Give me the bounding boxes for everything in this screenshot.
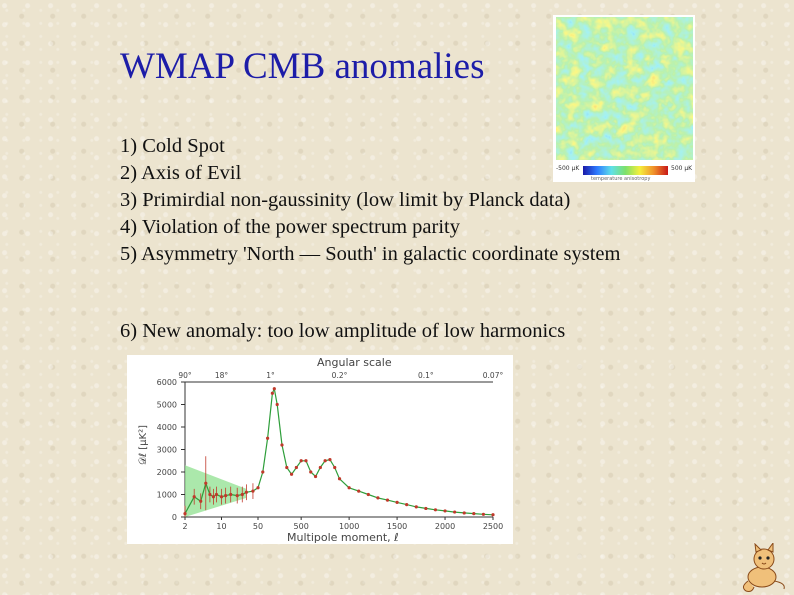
data-point [275, 402, 279, 407]
data-point [219, 495, 224, 499]
anomaly-list: 1) Cold Spot 2) Axis of Evil 3) Primirdi… [120, 133, 620, 268]
slide-title: WMAP CMB anomalies [120, 46, 485, 87]
data-point [183, 512, 187, 516]
x-tick-label: 10 [216, 522, 226, 531]
x-tick-label: 1000 [339, 522, 359, 531]
data-point [414, 505, 418, 509]
x-tick-label: 2 [182, 522, 187, 531]
data-point [443, 509, 447, 513]
data-point [265, 436, 270, 440]
data-point [304, 459, 308, 463]
y-tick-label: 5000 [157, 401, 177, 410]
top-tick-label: 90° [178, 371, 192, 380]
top-tick-label: 18° [215, 371, 229, 380]
data-point [433, 508, 438, 512]
data-point [462, 511, 466, 515]
data-point [333, 465, 337, 470]
data-point [270, 391, 274, 395]
data-point [208, 492, 212, 497]
list-item: 1) Cold Spot [120, 135, 225, 157]
data-point [256, 486, 260, 490]
data-point [347, 486, 351, 490]
data-point [289, 472, 294, 476]
power-spectrum-svg: Angular scale Multipole moment, ℓ 𝒟ℓ [μK… [138, 356, 504, 544]
x-tick-label: 2000 [435, 522, 455, 531]
x-tick-label: 2500 [483, 522, 503, 531]
top-axis: 90° 18° 1° 0.2° 0.1° 0.07° [178, 371, 504, 383]
colorbar-caption: temperature anisotropy [591, 176, 651, 182]
data-point [199, 499, 203, 503]
y-tick-label: 1000 [157, 491, 177, 500]
data-point [405, 503, 409, 507]
scale-min-label: -500 μK [556, 165, 580, 172]
top-tick-label: 0.1° [418, 371, 434, 380]
data-point [395, 500, 399, 504]
data-point [299, 459, 303, 463]
data-point [385, 498, 390, 502]
data-point [313, 474, 318, 479]
data-point [272, 387, 276, 391]
colorbar [583, 166, 668, 175]
top-tick-label: 0.2° [332, 371, 348, 380]
y-axis-label: 𝒟ℓ [μK²] [138, 425, 149, 465]
data-point [376, 496, 380, 500]
y-tick-label: 2000 [157, 468, 177, 477]
cmb-map-image: -500 μK 500 μK temperature anisotropy [553, 15, 695, 182]
data-point [251, 489, 255, 493]
x-tick-label: 50 [253, 522, 263, 531]
data-point [244, 490, 249, 494]
x-tick-label: 500 [294, 522, 309, 531]
data-point [481, 512, 486, 516]
data-point [192, 495, 196, 499]
top-tick-label: 0.07° [483, 371, 504, 380]
y-tick-label: 0 [172, 513, 177, 522]
data-point [294, 465, 298, 470]
cat-logo [742, 543, 785, 592]
data-point [240, 492, 244, 497]
data-point [261, 470, 265, 474]
data-point [211, 495, 216, 499]
x-axis-label: Multipole moment, ℓ [287, 531, 399, 544]
cmb-map-texture [556, 17, 693, 160]
scale-max-label: 500 μK [671, 165, 693, 172]
data-point [366, 492, 370, 497]
y-axis: 0 1000 2000 3000 4000 5000 6000 [157, 378, 186, 522]
data-point [472, 512, 476, 516]
x-tick-label: 1500 [387, 522, 407, 531]
data-point [285, 465, 289, 470]
data-point [328, 458, 332, 462]
data-point [357, 489, 361, 493]
data-point [453, 510, 457, 514]
data-point [309, 470, 313, 474]
data-point [224, 494, 228, 498]
list-item: 4) Violation of the power spectrum parit… [120, 216, 460, 238]
new-anomaly-text: 6) New anomaly: too low amplitude of low… [120, 320, 566, 342]
chart-title: Angular scale [317, 356, 392, 369]
list-item: 3) Primirdial non-gaussinity (low limit … [120, 189, 571, 211]
top-tick-label: 1° [266, 371, 275, 380]
list-item: 5) Asymmetry 'North — South' in galactic… [120, 243, 621, 265]
y-tick-label: 4000 [157, 423, 177, 432]
data-point [323, 459, 327, 463]
data-point [280, 443, 284, 447]
x-axis: 2 10 50 500 1000 1500 2000 2500 [182, 516, 503, 531]
y-tick-label: 3000 [157, 446, 177, 455]
data-point [491, 513, 495, 517]
data-point [337, 477, 342, 481]
data-points [183, 387, 495, 517]
data-point [204, 481, 208, 485]
list-item: 2) Axis of Evil [120, 162, 242, 184]
data-point [235, 494, 239, 498]
data-point [424, 506, 428, 511]
data-point [318, 465, 322, 470]
y-tick-label: 6000 [157, 378, 177, 387]
data-point [229, 492, 233, 497]
power-spectrum-chart: Angular scale Multipole moment, ℓ 𝒟ℓ [μK… [127, 355, 513, 544]
data-point [214, 492, 219, 497]
